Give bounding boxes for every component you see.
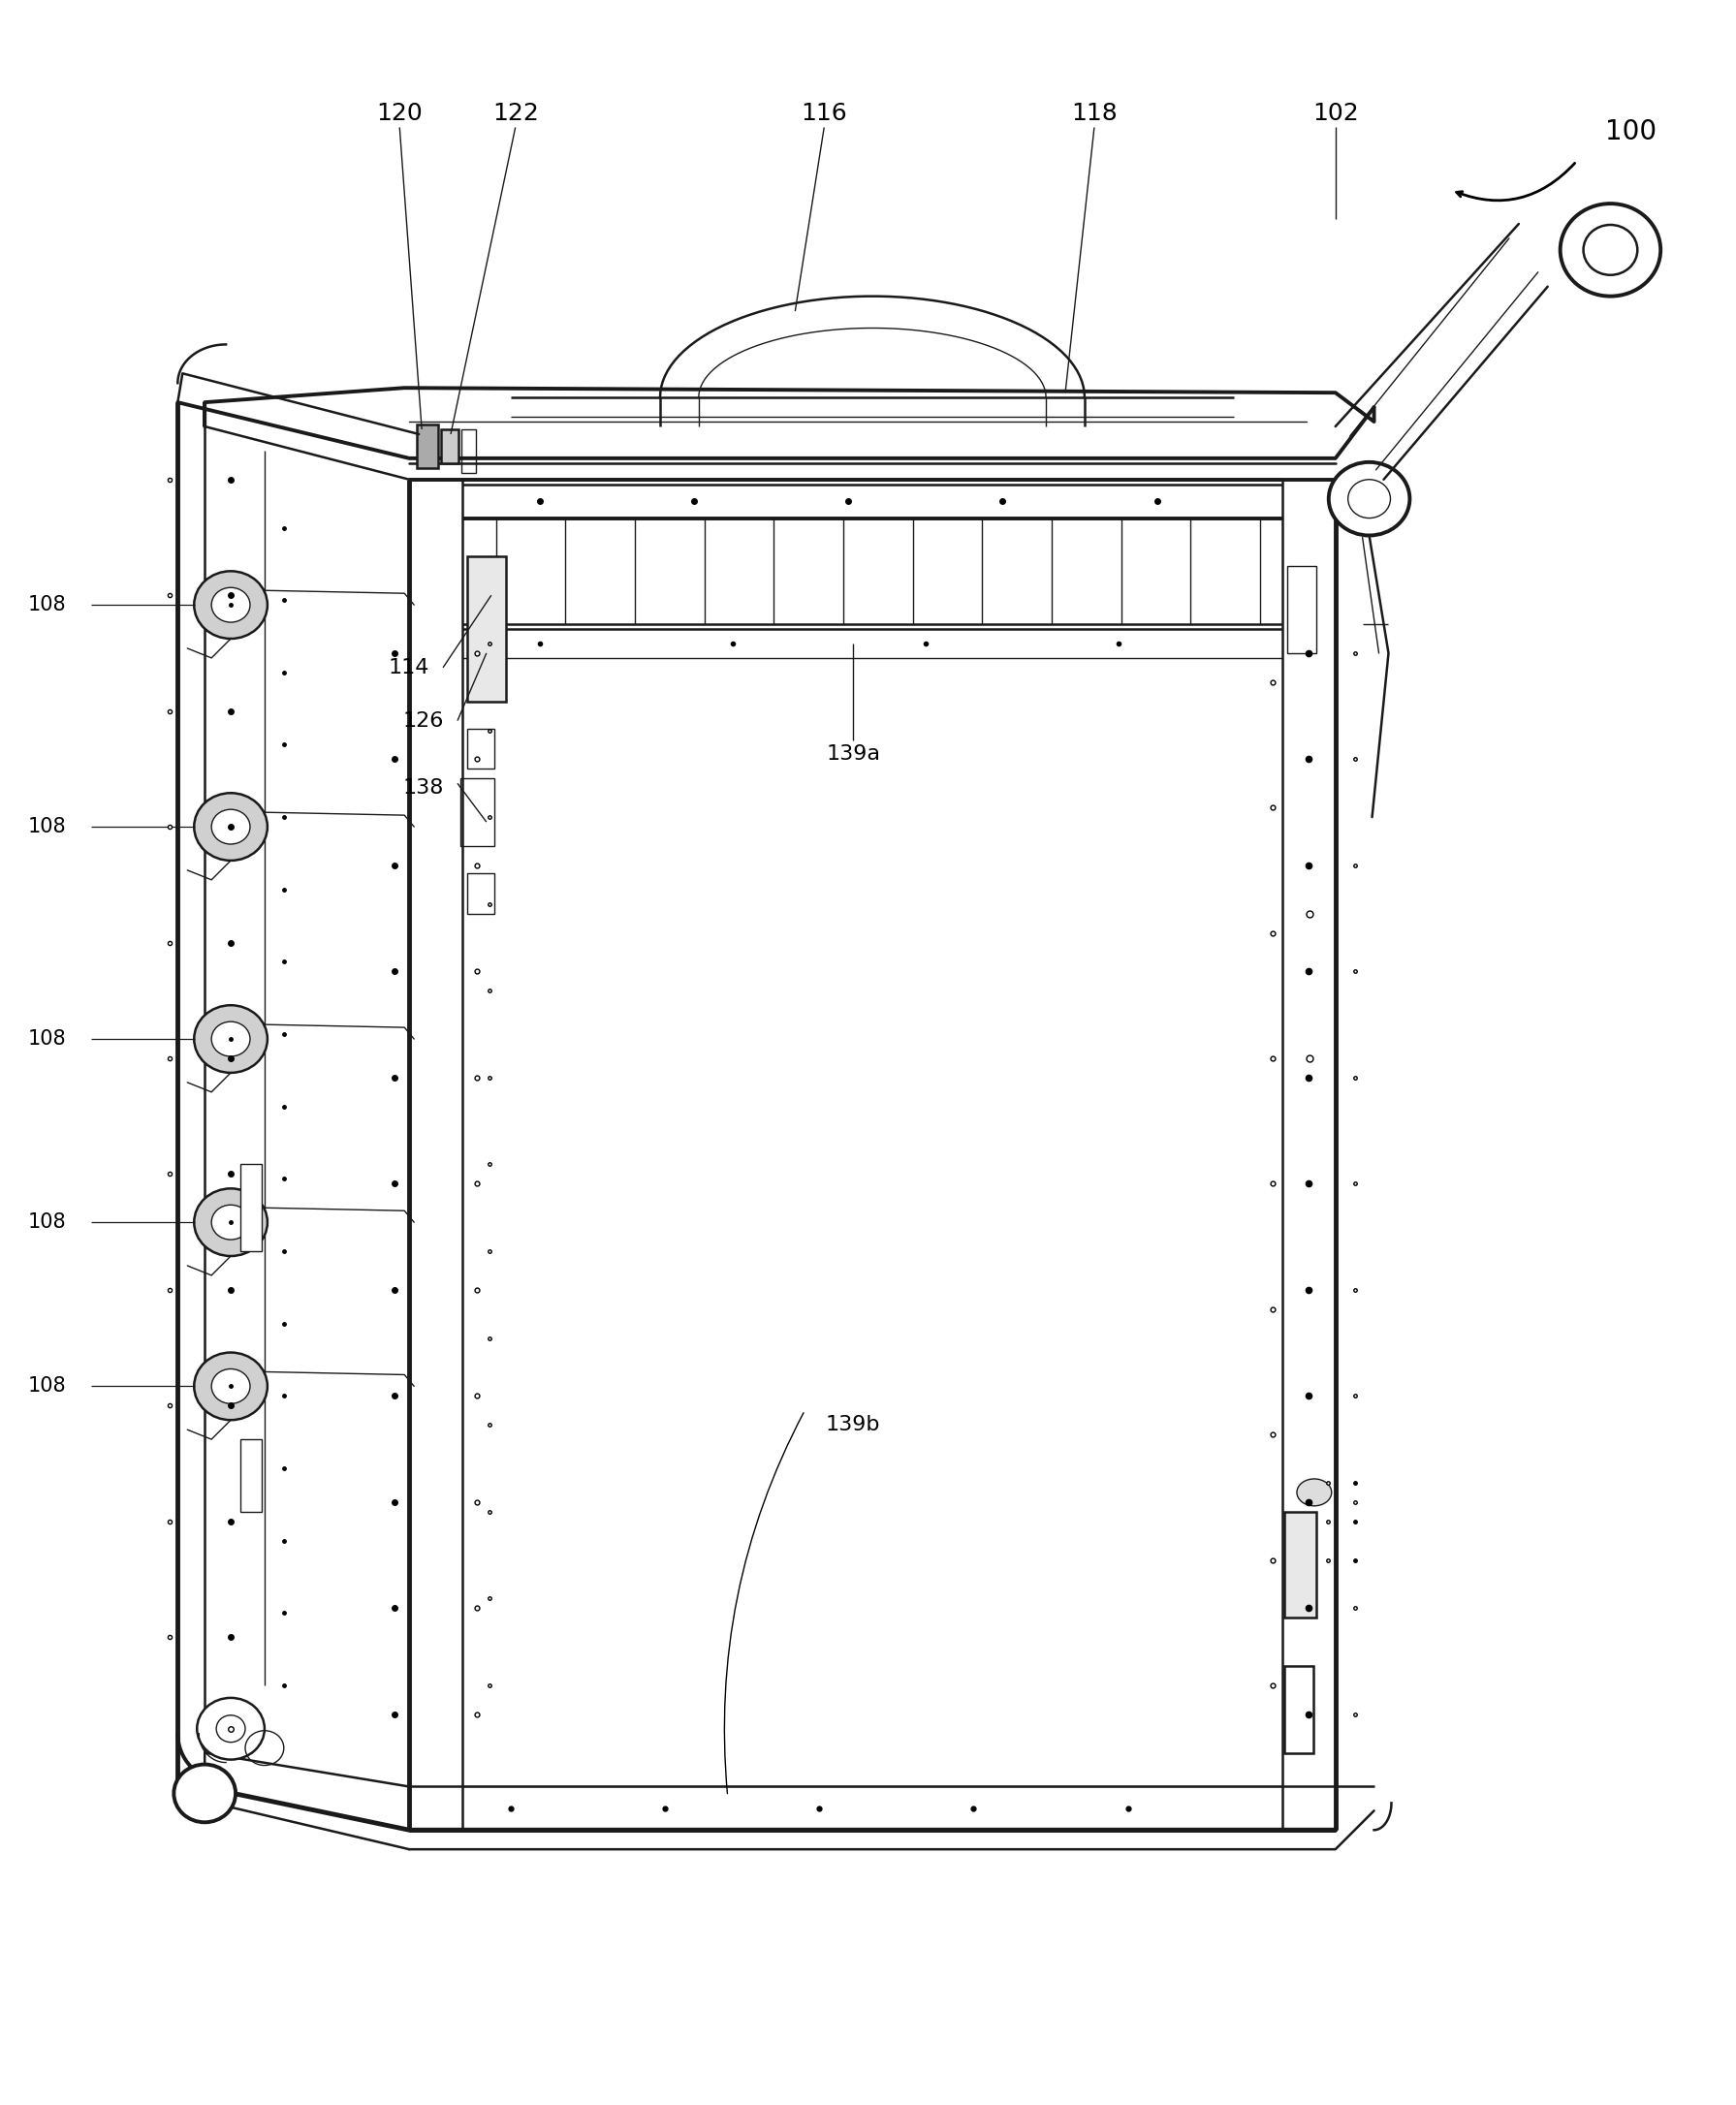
Ellipse shape (194, 1189, 267, 1257)
Bar (467, 728, 495, 768)
Ellipse shape (194, 794, 267, 861)
Ellipse shape (212, 810, 250, 844)
Text: 138: 138 (403, 779, 444, 798)
Bar (467, 874, 495, 914)
Ellipse shape (1297, 1480, 1332, 1505)
Bar (1285, 1665, 1314, 1753)
Text: 116: 116 (800, 101, 847, 124)
Ellipse shape (1583, 225, 1637, 276)
Ellipse shape (174, 1764, 236, 1823)
Ellipse shape (194, 1354, 267, 1421)
Ellipse shape (194, 1006, 267, 1074)
Ellipse shape (212, 1204, 250, 1240)
Text: 108: 108 (28, 1029, 66, 1048)
Text: 108: 108 (28, 1212, 66, 1231)
Bar (462, 429, 476, 474)
Bar (1286, 566, 1316, 653)
Text: 126: 126 (403, 711, 444, 730)
Text: 139b: 139b (826, 1415, 880, 1434)
Bar (1285, 1511, 1316, 1619)
Text: 100: 100 (1606, 118, 1658, 145)
Bar (240, 1440, 262, 1511)
Text: 108: 108 (28, 1377, 66, 1396)
Ellipse shape (1561, 204, 1661, 297)
Bar (460, 779, 495, 846)
Ellipse shape (212, 1021, 250, 1057)
Text: 122: 122 (493, 101, 538, 124)
Text: 114: 114 (389, 659, 431, 678)
Bar (441, 429, 458, 463)
Text: 108: 108 (28, 817, 66, 836)
Bar (417, 425, 437, 467)
Text: 139a: 139a (826, 745, 880, 764)
Text: 120: 120 (377, 101, 424, 124)
Bar (467, 556, 505, 701)
Ellipse shape (194, 570, 267, 638)
Bar (240, 1164, 262, 1250)
Ellipse shape (212, 1368, 250, 1404)
Ellipse shape (212, 587, 250, 623)
Ellipse shape (217, 1716, 245, 1743)
Text: 118: 118 (1071, 101, 1118, 124)
Ellipse shape (1328, 463, 1410, 535)
Ellipse shape (196, 1699, 264, 1760)
Text: 102: 102 (1312, 101, 1359, 124)
Text: 108: 108 (28, 596, 66, 615)
